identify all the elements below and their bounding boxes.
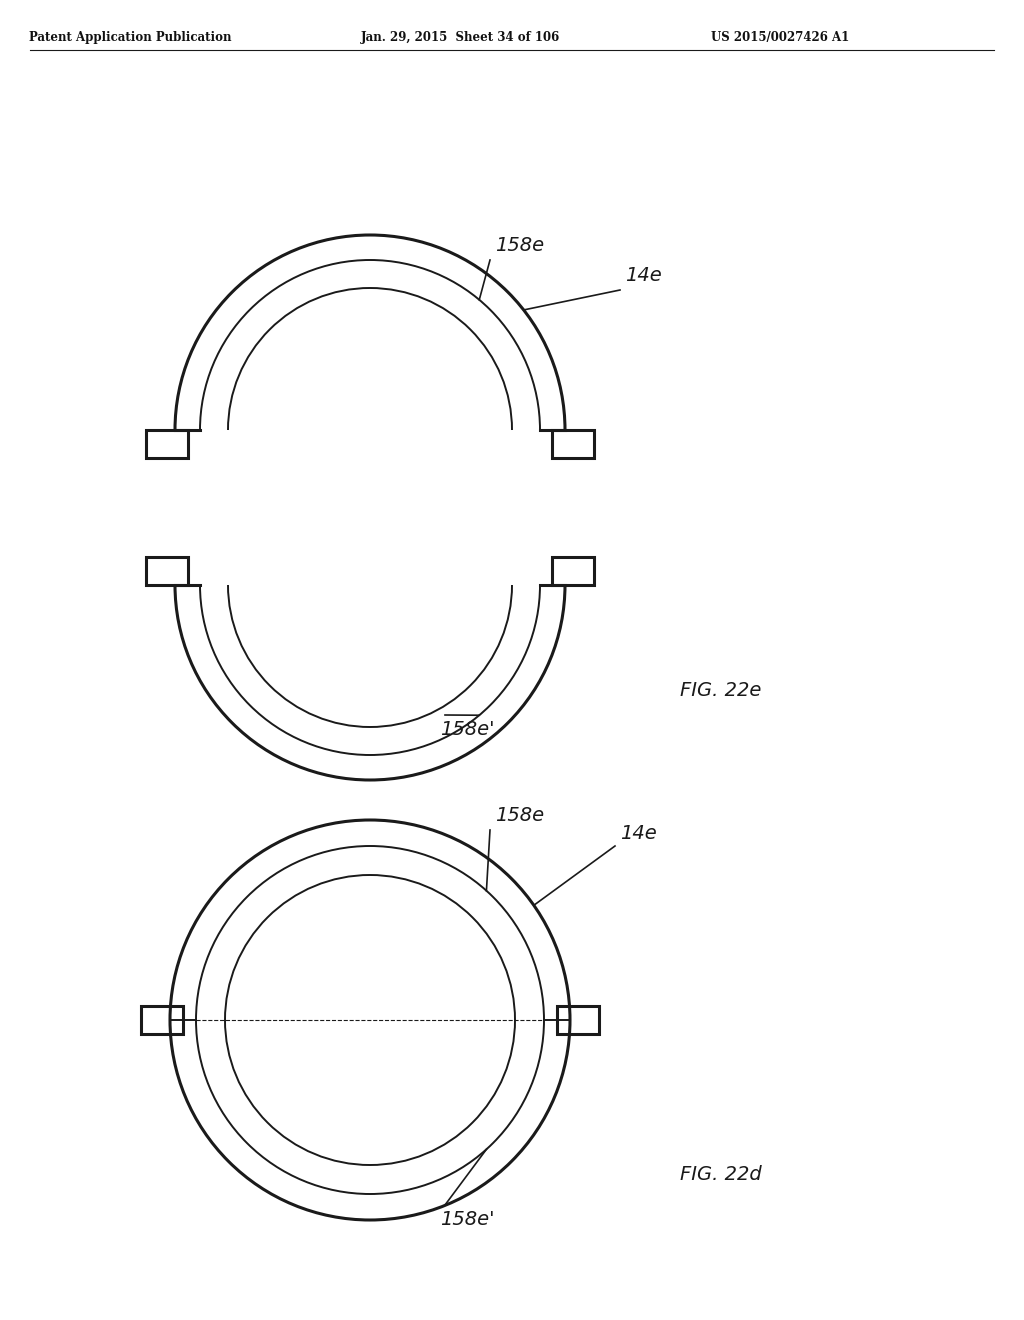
Bar [552, 557, 594, 585]
Text: 14e: 14e [625, 267, 662, 285]
Text: 14e: 14e [620, 824, 656, 843]
Bar [146, 557, 188, 585]
Bar [141, 1006, 183, 1034]
Bar [146, 430, 188, 458]
Text: Patent Application Publication: Patent Application Publication [29, 30, 231, 44]
Text: Jan. 29, 2015  Sheet 34 of 106: Jan. 29, 2015 Sheet 34 of 106 [360, 30, 560, 44]
Text: FIG. 22d: FIG. 22d [680, 1166, 762, 1184]
Bar [552, 430, 594, 458]
Text: 158e': 158e' [440, 1210, 495, 1229]
Bar [557, 1006, 599, 1034]
Text: 158e: 158e [495, 236, 544, 255]
Text: 158e: 158e [495, 807, 544, 825]
Text: FIG. 22e: FIG. 22e [680, 681, 762, 700]
Text: US 2015/0027426 A1: US 2015/0027426 A1 [711, 30, 849, 44]
Text: 158e': 158e' [440, 719, 495, 739]
